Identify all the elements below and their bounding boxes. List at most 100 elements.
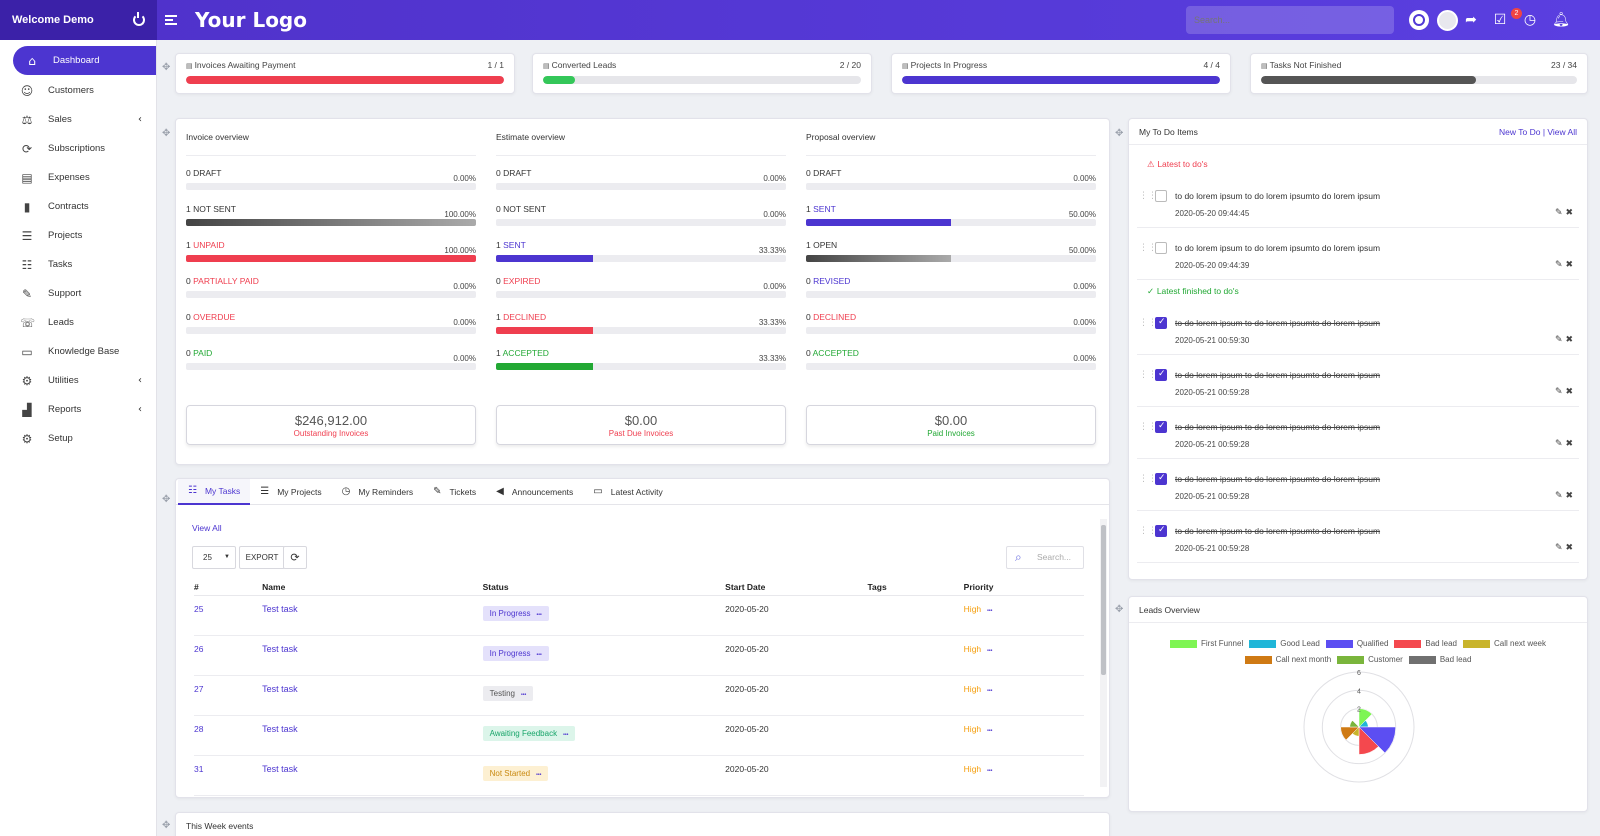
polar-segment[interactable] — [1358, 726, 1396, 754]
drag-handle-icon[interactable]: ⋮⋮ — [1139, 422, 1157, 432]
column-header[interactable]: Start Date — [725, 579, 868, 596]
more-icon[interactable]: ••• — [520, 691, 527, 698]
edit-icon[interactable]: ✎ — [1555, 387, 1566, 397]
close-icon[interactable]: ✖ — [1565, 439, 1573, 449]
legend-item[interactable]: Good Lead — [1249, 637, 1320, 651]
todo-checkbox[interactable] — [1155, 525, 1167, 537]
overview-row[interactable]: 1 DECLINED 33.33% — [496, 300, 786, 336]
sidebar-item-dashboard[interactable]: ⌂ Dashboard — [13, 46, 156, 75]
legend-item[interactable]: Call next week — [1462, 637, 1546, 651]
edit-icon[interactable]: ✎ — [1555, 208, 1566, 218]
clock-icon[interactable]: ◷ — [1523, 12, 1537, 28]
table-row[interactable]: 26 Test task In Progress ••• 2020-05-20 High •… — [194, 635, 1084, 676]
legend-item[interactable]: Qualified — [1325, 637, 1388, 651]
tab-my-projects[interactable]: ☰ My Projects — [250, 479, 331, 505]
task-name-link[interactable]: Test task — [262, 755, 483, 796]
chevron-left-icon[interactable]: ‹ — [138, 114, 142, 125]
tab-my-tasks[interactable]: ☷ My Tasks — [178, 478, 251, 505]
table-row[interactable]: 25 Test task In Progress ••• 2020-05-20 High •… — [194, 595, 1084, 636]
more-icon[interactable]: ••• — [987, 727, 993, 734]
sidebar-item-customers[interactable]: ☺ Customers — [0, 76, 156, 105]
close-icon[interactable]: ✖ — [1565, 208, 1573, 218]
tab-announcements[interactable]: ◀ Announcements — [486, 479, 583, 505]
todo-checkbox[interactable] — [1155, 421, 1167, 433]
table-row[interactable]: 31 Test task Not Started ••• 2020-05-20 High •… — [194, 755, 1084, 796]
sidebar-item-contracts[interactable]: ▮ Contracts — [0, 192, 156, 221]
table-row[interactable]: 28 Test task Awaiting Feedback ••• 2020-05-2… — [194, 715, 1084, 756]
sidebar-item-reports[interactable]: ▟ Reports ‹ — [0, 395, 156, 424]
polar-segment[interactable] — [1340, 726, 1360, 741]
legend-item[interactable]: Call next month — [1244, 653, 1331, 667]
status-badge[interactable]: Testing ••• — [482, 685, 534, 701]
column-header[interactable]: Priority — [963, 579, 1084, 596]
bell-icon[interactable]: 🔔︎ — [1552, 12, 1570, 28]
sidebar-item-leads[interactable]: ☏ Leads — [0, 308, 156, 337]
status-badge[interactable]: Awaiting Feedback ••• — [482, 725, 576, 741]
task-name-link[interactable]: Test task — [262, 635, 483, 676]
column-header[interactable]: Name — [262, 579, 483, 596]
edit-icon[interactable]: ✎ — [1555, 491, 1566, 501]
close-icon[interactable]: ✖ — [1565, 387, 1573, 397]
drag-handle-icon[interactable]: ⋮⋮ — [1139, 191, 1157, 201]
summary-box[interactable]: $246,912.00 Outstanding Invoices — [186, 405, 476, 445]
overview-row[interactable]: 0 OVERDUE 0.00% — [186, 300, 476, 336]
edit-icon[interactable]: ✎ — [1555, 439, 1566, 449]
close-icon[interactable]: ✖ — [1565, 260, 1573, 270]
overview-row[interactable]: 1 UNPAID 100.00% — [186, 228, 476, 264]
task-name-link[interactable]: Test task — [262, 675, 483, 716]
tab-latest-activity[interactable]: ▭ Latest Activity — [583, 479, 672, 505]
status-badge[interactable]: In Progress ••• — [482, 605, 549, 621]
share-icon[interactable]: ➦ — [1465, 12, 1477, 28]
tasks-icon[interactable]: ☑ — [1493, 12, 1507, 28]
overview-row[interactable]: 0 DRAFT 0.00% — [806, 156, 1096, 192]
export-button[interactable]: EXPORT — [239, 546, 285, 569]
overview-row[interactable]: 0 REVISED 0.00% — [806, 264, 1096, 300]
overview-row[interactable]: 0 NOT SENT 0.00% — [496, 192, 786, 228]
legend-item[interactable]: First Funnel — [1169, 637, 1243, 651]
todo-checkbox[interactable] — [1155, 190, 1167, 202]
overview-row[interactable]: 1 SENT 50.00% — [806, 192, 1096, 228]
sidebar-item-knowledge-base[interactable]: ▭ Knowledge Base — [0, 337, 156, 366]
chevron-left-icon[interactable]: ‹ — [138, 404, 142, 415]
overview-row[interactable]: 1 NOT SENT 100.00% — [186, 192, 476, 228]
search-icon[interactable] — [1409, 10, 1429, 30]
drag-handle-icon[interactable]: ✥ — [162, 820, 171, 831]
close-icon[interactable]: ✖ — [1565, 335, 1573, 345]
summary-box[interactable]: $0.00 Past Due Invoices — [496, 405, 786, 445]
chevron-left-icon[interactable]: ‹ — [138, 375, 142, 386]
column-header[interactable]: Status — [482, 579, 726, 596]
more-icon[interactable]: ••• — [987, 767, 993, 774]
drag-handle-icon[interactable]: ⋮⋮ — [1139, 370, 1157, 380]
avatar[interactable] — [1437, 10, 1458, 31]
more-icon[interactable]: ••• — [563, 731, 569, 738]
overview-row[interactable]: 1 OPEN 50.00% — [806, 228, 1096, 264]
priority-text[interactable]: High — [963, 763, 982, 774]
page-size-select[interactable]: 25 ▼ — [192, 546, 236, 569]
view-all-link[interactable]: View All — [192, 523, 222, 533]
edit-icon[interactable]: ✎ — [1555, 260, 1566, 270]
task-name-link[interactable]: Test task — [262, 595, 483, 636]
top-search-input[interactable] — [1186, 6, 1394, 34]
polar-segment[interactable] — [1358, 708, 1373, 728]
refresh-icon[interactable]: ⟳ — [283, 546, 307, 569]
priority-text[interactable]: High — [963, 643, 982, 654]
sidebar-item-subscriptions[interactable]: ⟳ Subscriptions — [0, 134, 156, 163]
edit-icon[interactable]: ✎ — [1555, 335, 1566, 345]
todo-view-all-link[interactable]: View All — [1547, 126, 1577, 137]
sidebar-item-utilities[interactable]: ⚙ Utilities ‹ — [0, 366, 156, 395]
more-icon[interactable]: ••• — [987, 687, 993, 694]
todo-checkbox[interactable] — [1155, 473, 1167, 485]
sidebar-item-sales[interactable]: ⚖ Sales ‹ — [0, 105, 156, 134]
overview-row[interactable]: 1 SENT 33.33% — [496, 228, 786, 264]
more-icon[interactable]: ••• — [987, 647, 993, 654]
overview-row[interactable]: 0 PARTIALLY PAID 0.00% — [186, 264, 476, 300]
drag-handle-icon[interactable]: ✥ — [1115, 128, 1124, 139]
drag-handle-icon[interactable]: ⋮⋮ — [1139, 474, 1157, 484]
edit-icon[interactable]: ✎ — [1555, 543, 1566, 553]
sidebar-item-expenses[interactable]: ▤ Expenses — [0, 163, 156, 192]
more-icon[interactable]: ••• — [536, 771, 542, 778]
overview-row[interactable]: 0 DRAFT 0.00% — [186, 156, 476, 192]
drag-handle-icon[interactable]: ✥ — [162, 128, 171, 139]
table-search-input[interactable]: Search... — [1006, 546, 1084, 569]
polar-segment[interactable] — [1358, 726, 1379, 755]
